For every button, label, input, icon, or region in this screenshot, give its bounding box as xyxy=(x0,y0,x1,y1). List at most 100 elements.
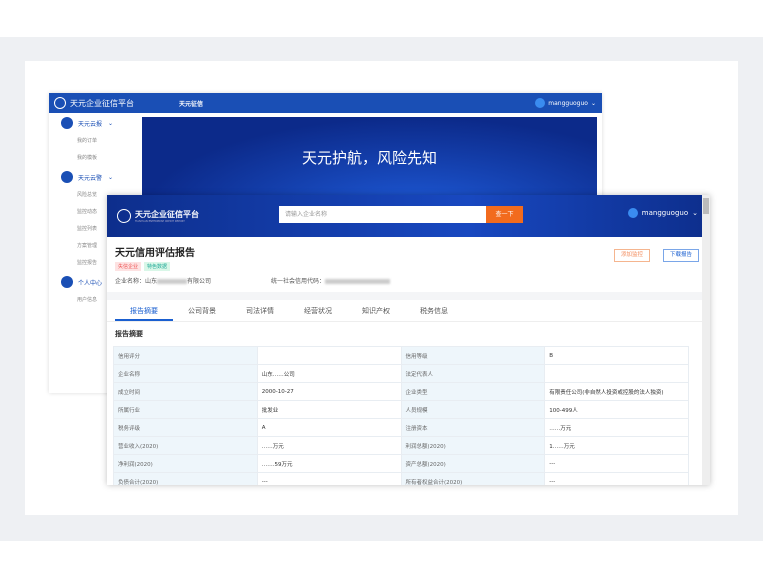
field-label: 税务评级 xyxy=(113,418,258,437)
field-value: 1……万元 xyxy=(544,436,689,455)
chevron-down-icon: ⌄ xyxy=(108,173,114,181)
sidebar-item[interactable]: 风险总览 xyxy=(77,192,98,198)
banner: 天元护航，风险先知 xyxy=(142,117,597,197)
back-header: 天元企业征信平台 天元征信 mangguoguo ⌄ xyxy=(49,93,602,113)
scrollbar[interactable] xyxy=(702,195,710,485)
field-value: 100-499人 xyxy=(544,400,689,419)
sidebar-item[interactable]: 监控动态 xyxy=(77,209,98,215)
report-window: 天元企业征信平台 TIANYUAN ENTERPRISE CREDIT REPO… xyxy=(107,195,710,485)
field-value xyxy=(544,364,689,383)
avatar xyxy=(627,208,638,218)
table-row: 税务评级 A 注册资本 ……万元 xyxy=(113,418,689,437)
tab[interactable]: 报告摘要 xyxy=(115,300,173,321)
tab[interactable]: 经营状况 xyxy=(304,307,332,315)
field-label: 资产总额(2020) xyxy=(400,454,546,473)
sidebar-item[interactable]: 监控报告 xyxy=(77,260,98,266)
chevron-down-icon: ⌄ xyxy=(108,119,114,127)
field-value: B xyxy=(544,346,689,365)
field-value xyxy=(256,346,402,365)
section-title: 报告摘要 xyxy=(115,330,143,338)
report-header: 天元企业征信平台 TIANYUAN ENTERPRISE CREDIT REPO… xyxy=(107,195,710,237)
field-label: 利润总额(2020) xyxy=(400,436,546,455)
tab[interactable]: 司法详情 xyxy=(246,307,274,315)
sidebar-item[interactable]: 用户信息 xyxy=(77,297,98,303)
credit-code-label: 统一社会信用代码： xyxy=(270,278,325,285)
field-value: --- xyxy=(256,472,402,485)
back-logo: 天元企业征信平台 xyxy=(70,98,134,108)
scrollbar-thumb[interactable] xyxy=(703,198,709,214)
report-info: 天元信用评估报告 失信企业 特色数据 企业名称：山东 有限公司 统一社会信用代码： … xyxy=(107,237,710,292)
report-title: 天元信用评估报告 xyxy=(115,248,195,259)
sidebar-group[interactable]: 天元云报 ⌄ xyxy=(49,113,134,133)
field-label: 人员规模 xyxy=(400,400,546,419)
search-button[interactable]: 查一下 xyxy=(486,206,523,223)
field-label: 所属行业 xyxy=(113,400,258,419)
tab[interactable]: 税务信息 xyxy=(420,307,448,315)
user-menu[interactable]: mangguoguo ⌄ xyxy=(627,208,698,218)
field-label: 企业名称 xyxy=(113,364,258,383)
download-report-button[interactable]: 下载报告 xyxy=(662,249,699,262)
nav-active[interactable]: 天元征信 xyxy=(179,100,204,108)
field-label: 信用等级 xyxy=(400,346,546,365)
field-label: 企业类型 xyxy=(400,382,546,401)
company-suffix: 有限公司 xyxy=(187,278,212,285)
sidebar-group[interactable]: 个人中心 xyxy=(49,272,134,292)
table-row: 净利润(2020) …….59万元 资产总额(2020) --- xyxy=(113,454,689,473)
company-label: 企业名称： xyxy=(115,278,146,285)
search-input[interactable]: 请输入企业名称 xyxy=(279,206,486,223)
field-value: --- xyxy=(544,454,689,473)
group-icon xyxy=(61,171,73,183)
report-content: 报告摘要 公司背景 司法详情 经营状况 知识产权 税务信息 报告摘要 信用评分 信用等级 B 企… xyxy=(107,300,702,485)
logo-icon xyxy=(54,97,66,109)
field-value: 批发业 xyxy=(256,400,402,419)
group-icon xyxy=(61,276,73,288)
group-icon xyxy=(61,117,73,129)
field-value: --- xyxy=(544,472,689,485)
field-label: 成立时间 xyxy=(113,382,258,401)
back-user[interactable]: mangguoguo ⌄ xyxy=(535,98,596,108)
tag-special: 特色数据 xyxy=(144,262,171,271)
table-row: 成立时间 2000-10-27 企业类型 有限责任公司(非自然人投资或控股的法人独资) xyxy=(113,382,689,401)
table-row: 企业名称 山东……公司 法定代表人 xyxy=(113,364,689,383)
tab-bar: 报告摘要 公司背景 司法详情 经营状况 知识产权 税务信息 xyxy=(107,300,702,322)
group-label: 天元云警 xyxy=(78,174,103,182)
sidebar-item[interactable]: 我的订单 xyxy=(77,138,98,144)
field-value: …….59万元 xyxy=(256,454,402,473)
username: mangguoguo xyxy=(548,99,588,107)
field-label: 所有者权益合计(2020) xyxy=(400,472,546,485)
sidebar-item[interactable]: 监控列表 xyxy=(77,226,98,232)
sidebar-group[interactable]: 天元云警 ⌄ xyxy=(49,167,134,187)
field-value: ……万元 xyxy=(256,436,402,455)
sidebar-item[interactable]: 我的模板 xyxy=(77,155,98,161)
table-row: 所属行业 批发业 人员规模 100-499人 xyxy=(113,400,689,419)
tab[interactable]: 知识产权 xyxy=(362,307,390,315)
field-value: A xyxy=(256,418,402,437)
field-label: 信用评分 xyxy=(113,346,258,365)
field-value: 有限责任公司(非自然人投资或控股的法人独资) xyxy=(544,382,689,401)
field-value: 2000-10-27 xyxy=(256,382,402,401)
group-label: 天元云报 xyxy=(78,120,103,128)
field-label: 营业收入(2020) xyxy=(113,436,258,455)
chevron-down-icon: ⌄ xyxy=(692,209,698,217)
field-label: 净利润(2020) xyxy=(113,454,258,473)
tab[interactable]: 公司背景 xyxy=(188,307,216,315)
field-label: 注册资本 xyxy=(400,418,546,437)
field-value: ……万元 xyxy=(544,418,689,437)
front-logo-sub: TIANYUAN ENTERPRISE CREDIT REPORT xyxy=(135,220,185,223)
field-value: 山东……公司 xyxy=(256,364,402,383)
sidebar-item[interactable]: 方案管理 xyxy=(77,243,98,249)
field-label: 负债合计(2020) xyxy=(113,472,258,485)
avatar xyxy=(535,98,546,108)
logo-icon xyxy=(117,209,131,223)
table-row: 负债合计(2020) --- 所有者权益合计(2020) --- xyxy=(113,472,689,485)
company-prefix: 山东 xyxy=(145,278,158,285)
front-logo: 天元企业征信平台 xyxy=(135,210,199,219)
tag-dishonest: 失信企业 xyxy=(115,262,142,271)
username: mangguoguo xyxy=(641,209,689,217)
table-row: 营业收入(2020) ……万元 利润总额(2020) 1……万元 xyxy=(113,436,689,455)
field-label: 法定代表人 xyxy=(400,364,546,383)
add-monitor-button[interactable]: 添加监控 xyxy=(613,249,650,262)
table-row: 信用评分 信用等级 B xyxy=(113,346,689,365)
summary-table: 信用评分 信用等级 B 企业名称 山东……公司 法定代表人 成立时间 2000-10-27 企业… xyxy=(113,346,689,485)
group-label: 个人中心 xyxy=(78,279,103,287)
